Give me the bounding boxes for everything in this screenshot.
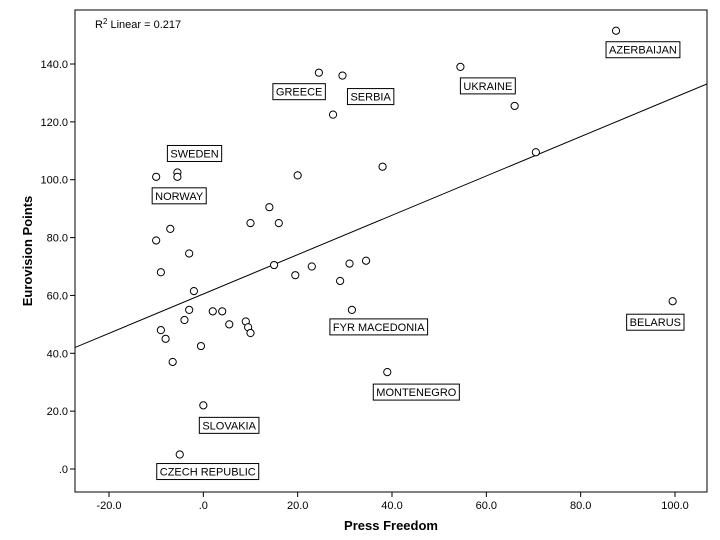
x-tick-label: 60.0 — [476, 500, 497, 512]
data-point — [156, 326, 165, 335]
data-point — [269, 260, 279, 270]
data-point — [531, 148, 540, 157]
data-point — [345, 259, 354, 268]
point-label-text: GREECE — [276, 87, 322, 99]
point-label-box — [372, 383, 460, 401]
point-label-box — [156, 463, 260, 481]
data-point — [291, 271, 300, 280]
data-point — [336, 276, 345, 286]
y-tick-label: 140.0 — [40, 59, 68, 71]
x-tick-label: 80.0 — [570, 500, 591, 512]
point-label-box — [272, 83, 326, 101]
data-point — [246, 328, 255, 338]
data-point — [156, 268, 165, 277]
data-point — [175, 450, 184, 459]
data-point — [347, 305, 357, 314]
data-point — [199, 401, 208, 410]
data-point — [152, 236, 161, 245]
point-label-box — [626, 313, 685, 331]
fit-line — [75, 83, 707, 349]
point-label-box — [346, 88, 395, 106]
point-label-text: MONTENEGRO — [376, 387, 457, 399]
data-point — [361, 256, 371, 265]
point-label: SWEDEN — [166, 144, 223, 162]
data-point — [456, 62, 465, 71]
data-point — [185, 305, 194, 314]
data-point — [510, 101, 519, 111]
point-label: GREECE — [272, 83, 326, 101]
data-point — [218, 307, 227, 316]
point-label: FYR MACEDONIA — [329, 318, 429, 336]
point-label: SERBIA — [346, 88, 395, 106]
point-label-text: CZECH REPUBLIC — [160, 467, 256, 479]
y-tick-label: .0 — [59, 464, 68, 476]
data-point — [166, 224, 175, 233]
y-tick-label: 60.0 — [47, 290, 68, 302]
x-tick-label: 40.0 — [381, 500, 402, 512]
data-point — [196, 341, 206, 351]
data-point — [314, 68, 323, 77]
x-tick-label: .0 — [199, 500, 208, 512]
y-tick-label: 20.0 — [47, 406, 68, 418]
y-tick-label: 80.0 — [47, 233, 68, 245]
point-label: AZERBAIJAN — [605, 41, 681, 59]
point-label-text: BELARUS — [630, 317, 681, 329]
point-label: NORWAY — [151, 187, 207, 205]
point-label-box — [151, 187, 207, 205]
x-tick-label: -20.0 — [96, 500, 121, 512]
point-label-box — [198, 416, 260, 434]
y-tick-label: 120.0 — [40, 117, 68, 129]
point-label: BELARUS — [626, 313, 685, 331]
point-label-text: AZERBAIJAN — [609, 45, 677, 57]
data-point — [293, 171, 302, 180]
point-label-box — [166, 144, 223, 162]
data-point — [307, 262, 316, 271]
data-point — [328, 110, 338, 119]
point-label-box — [329, 318, 429, 336]
data-point — [338, 71, 347, 80]
data-point — [378, 162, 387, 171]
x-tick-label: 100.0 — [661, 500, 689, 512]
point-label: MONTENEGRO — [372, 383, 460, 401]
point-label-box — [605, 41, 681, 59]
data-point — [189, 286, 198, 296]
data-point — [161, 334, 170, 343]
x-axis-title: Press Freedom — [344, 518, 438, 533]
point-label: CZECH REPUBLIC — [156, 463, 260, 481]
data-point — [185, 249, 194, 258]
data-point — [168, 357, 177, 367]
point-label-text: SERBIA — [350, 92, 391, 104]
point-label-text: SLOVAKIA — [202, 420, 256, 432]
data-point — [265, 203, 274, 212]
y-axis-title: Eurovision Points — [20, 196, 35, 307]
point-label-text: SWEDEN — [170, 148, 218, 160]
data-point — [152, 172, 161, 181]
point-label-text: FYR MACEDONIA — [333, 322, 425, 334]
r2-annotation: R2 Linear = 0.217 — [95, 17, 181, 31]
data-point — [274, 219, 283, 228]
point-label: SLOVAKIA — [198, 416, 260, 434]
point-label-text: UKRAINE — [463, 81, 512, 93]
data-point — [225, 320, 234, 329]
y-tick-label: 40.0 — [47, 348, 68, 360]
data-point — [208, 307, 217, 316]
point-label-text: NORWAY — [155, 191, 204, 203]
x-tick-label: 20.0 — [287, 500, 308, 512]
data-point — [246, 219, 255, 228]
data-point — [668, 297, 677, 306]
plot-area — [74, 9, 708, 493]
data-point — [180, 315, 189, 325]
point-label-box — [459, 77, 516, 95]
data-point — [383, 367, 392, 377]
y-tick-label: 100.0 — [40, 175, 68, 187]
data-point — [611, 26, 621, 35]
data-point — [173, 172, 182, 181]
point-label: UKRAINE — [459, 77, 516, 95]
